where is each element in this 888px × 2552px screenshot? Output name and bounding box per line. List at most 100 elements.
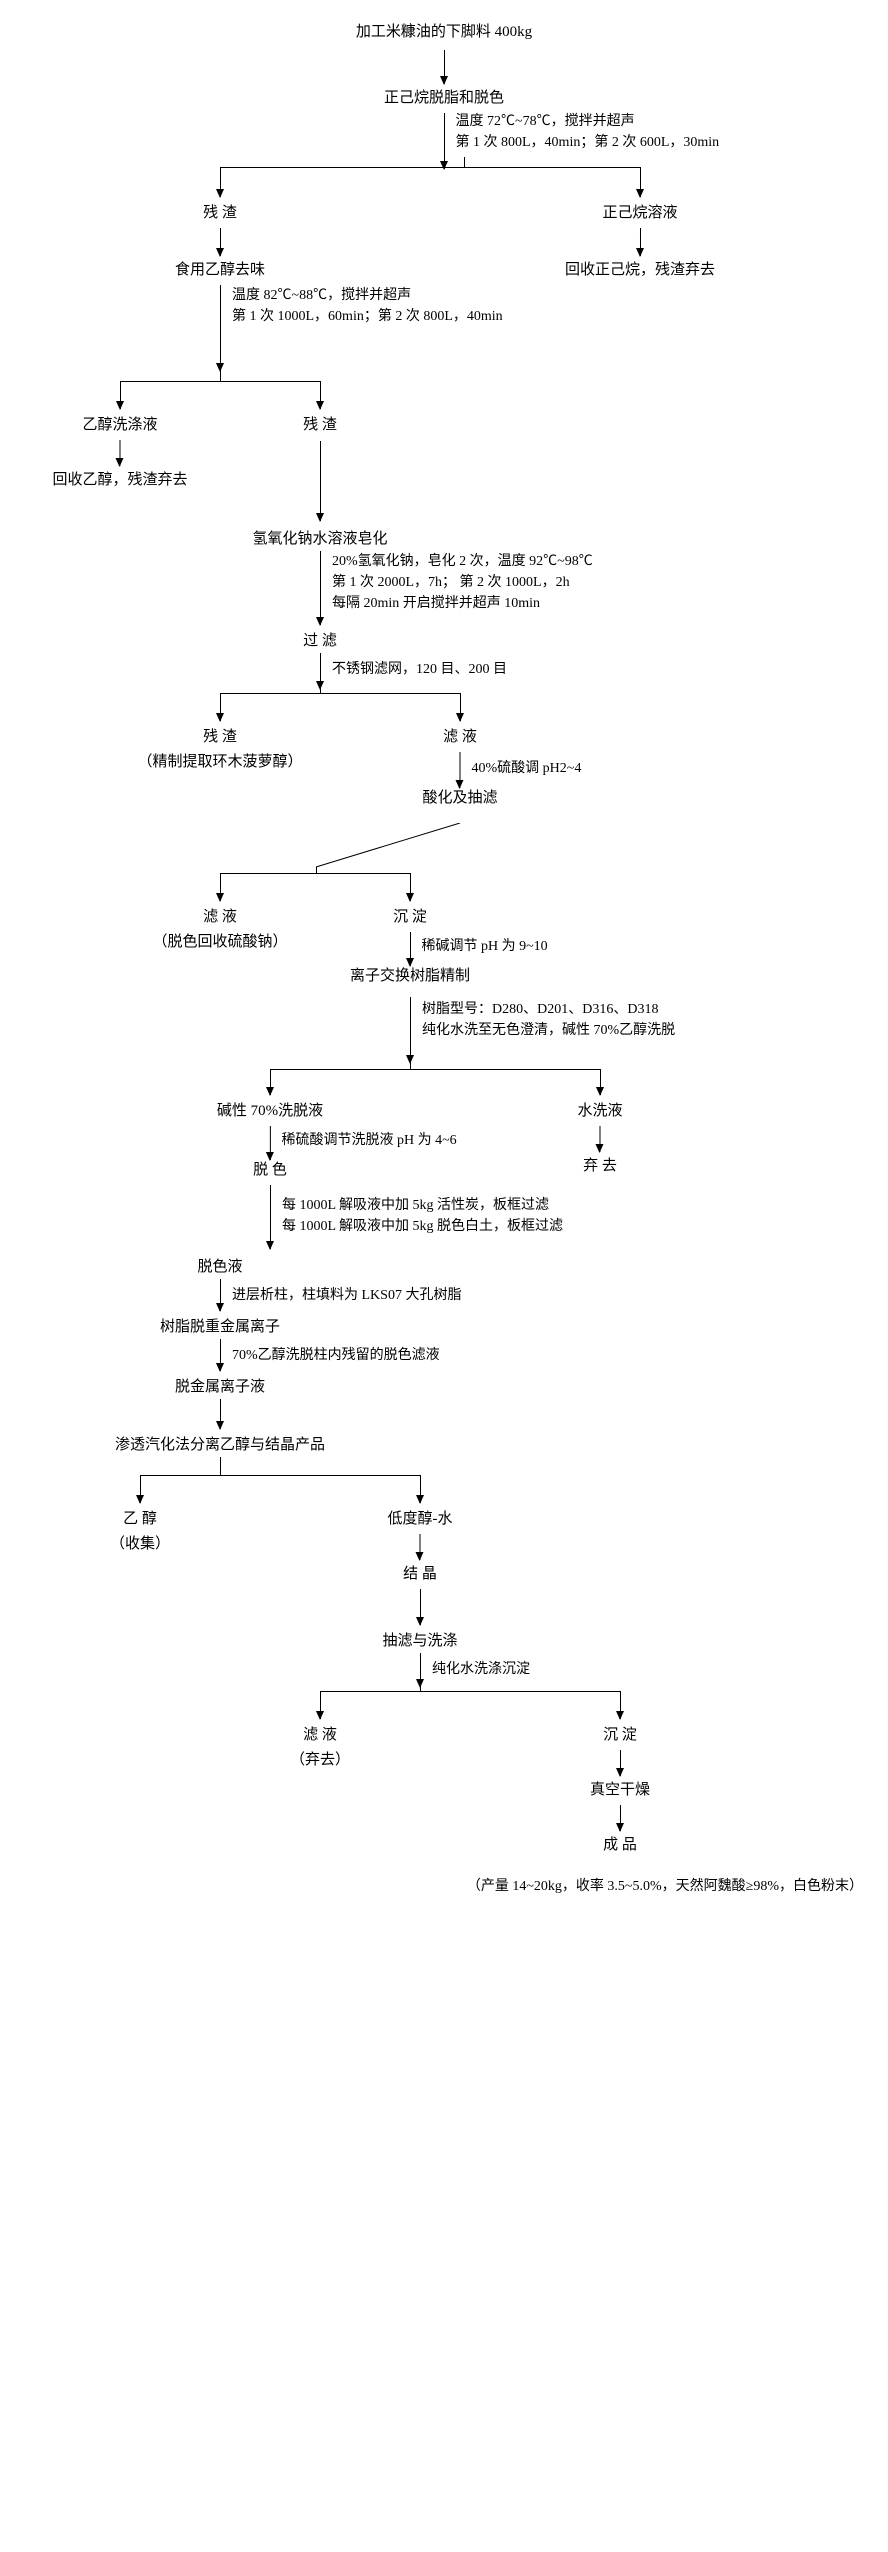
arrow — [640, 167, 641, 197]
note: 20%氢氧化钠，皂化 2 次，温度 92℃~98℃ — [332, 551, 593, 572]
arrow — [409, 932, 410, 966]
note: 每 1000L 解吸液中加 5kg 脱色白土，板框过滤 — [282, 1216, 563, 1237]
connector — [320, 689, 321, 693]
arrow — [270, 1185, 271, 1249]
node-ethanol-wash: 乙醇洗涤液 — [78, 413, 161, 438]
node-low-alcohol: 低度醇-水 — [384, 1507, 457, 1532]
note-hexane: 温度 72℃~78℃，搅拌并超声 第 1 次 800L，40min；第 2 次 … — [456, 111, 720, 153]
connector — [220, 1457, 221, 1475]
step-decolor: 脱 色 — [249, 1158, 291, 1183]
arrow — [220, 1399, 221, 1429]
arrow — [270, 1069, 271, 1095]
arrow — [270, 1126, 271, 1160]
arrow — [320, 1691, 321, 1719]
arrow — [420, 1653, 421, 1687]
step-ethanol: 食用乙醇去味 — [171, 258, 269, 283]
connector — [316, 867, 317, 873]
connector — [410, 1063, 411, 1069]
note-decolor: 每 1000L 解吸液中加 5kg 活性炭，板框过滤 每 1000L 解吸液中加… — [282, 1195, 563, 1237]
connector — [464, 157, 465, 167]
arrow — [140, 1475, 141, 1503]
step-hexane: 正己烷脱脂和脱色 — [380, 86, 508, 111]
note-filter: 不锈钢滤网，120 目、200 目 — [332, 659, 507, 680]
arrow — [639, 228, 640, 256]
note-ethanol: 温度 82℃~88℃，搅拌并超声 第 1 次 1000L，60min；第 2 次… — [232, 285, 503, 327]
arrow — [220, 1339, 221, 1371]
note-resin: 树脂型号：D280、D201、D316、D318 纯化水洗至无色澄清，碱性 70… — [422, 999, 675, 1041]
step-acidify: 酸化及抽滤 — [418, 786, 501, 811]
note: 第 1 次 2000L，7h； 第 2 次 1000L，2h — [332, 572, 593, 593]
node-ethanol-collect: （收集） — [106, 1532, 174, 1557]
step-vacuum-dry: 真空干燥 — [586, 1778, 654, 1803]
connector — [220, 873, 410, 874]
note: 温度 72℃~78℃，搅拌并超声 — [456, 111, 720, 132]
arrow — [420, 1589, 421, 1625]
arrow — [420, 1475, 421, 1503]
connector — [270, 1069, 600, 1070]
step-crystallize: 结 晶 — [399, 1562, 441, 1587]
node-residue2: 残 渣 — [299, 413, 341, 438]
arrow — [420, 1534, 421, 1560]
arrow — [220, 693, 221, 721]
step-saponify: 氢氧化钠水溶液皂化 — [248, 527, 391, 552]
arrow — [444, 50, 445, 84]
arrow — [220, 1279, 221, 1311]
node-discard: 弃 去 — [579, 1154, 621, 1179]
note-ph910: 稀碱调节 pH 为 9~10 — [421, 936, 547, 957]
node-precipitate2: 沉 淀 — [599, 1723, 641, 1748]
arrow — [219, 228, 220, 256]
arrow — [220, 285, 221, 371]
node-filtrate3-discard: （弃去） — [286, 1748, 354, 1773]
connector — [220, 693, 460, 694]
note-col: 进层析柱，柱填料为 LKS07 大孔树脂 — [232, 1285, 461, 1306]
connector — [140, 1475, 420, 1476]
arrow — [444, 113, 445, 169]
step-start: 加工米糠油的下脚料 400kg — [352, 20, 536, 45]
arrow — [320, 381, 321, 409]
note: 树脂型号：D280、D201、D316、D318 — [422, 999, 675, 1020]
arrow — [320, 441, 321, 521]
arrow — [220, 167, 221, 197]
node-residue3: 残 渣 — [199, 725, 241, 750]
note: 每隔 20min 开启搅拌并超声 10min — [332, 593, 593, 614]
note: 温度 82℃~88℃，搅拌并超声 — [232, 285, 503, 306]
note: 第 1 次 1000L，60min；第 2 次 800L，40min — [232, 306, 503, 327]
node-hexane-solution: 正己烷溶液 — [598, 201, 681, 226]
arrow — [410, 873, 411, 901]
node-filtrate2-note: （脱色回收硫酸钠） — [148, 930, 291, 955]
step-filterwash: 抽滤与洗涤 — [378, 1629, 461, 1654]
node-recover-hexane: 回收正己烷，残渣弃去 — [561, 258, 719, 283]
arrow — [619, 1805, 620, 1831]
arrow — [620, 1691, 621, 1719]
node-residue: 残 渣 — [199, 201, 241, 226]
arrow — [459, 752, 460, 788]
node-eluent: 碱性 70%洗脱液 — [213, 1099, 327, 1124]
connector — [420, 1687, 421, 1691]
note: 每 1000L 解吸液中加 5kg 活性炭，板框过滤 — [282, 1195, 563, 1216]
connector — [220, 371, 221, 381]
node-demetal-liq: 脱金属离子液 — [171, 1375, 269, 1400]
note-final: （产量 14~20kg，收率 3.5~5.0%，天然阿魏酸≥98%，白色粉末） — [15, 1875, 873, 1895]
note-ph46: 稀硫酸调节洗脱液 pH 为 4~6 — [282, 1130, 457, 1151]
note-acid: 40%硫酸调 pH2~4 — [471, 758, 581, 779]
step-filter: 过 滤 — [299, 629, 341, 654]
note-elute70: 70%乙醇洗脱柱内残留的脱色滤液 — [232, 1345, 440, 1366]
node-filtrate2: 滤 液 — [199, 905, 241, 930]
step-pervap: 渗透汽化法分离乙醇与结晶产品 — [111, 1433, 329, 1458]
step-ionexchange: 离子交换树脂精制 — [346, 964, 474, 989]
node-filtrate3: 滤 液 — [299, 1723, 341, 1748]
arrow — [320, 653, 321, 689]
connector — [20, 1247, 888, 1271]
arrow — [460, 693, 461, 721]
connector-diag — [20, 823, 888, 873]
arrow — [600, 1069, 601, 1095]
node-precipitate: 沉 淀 — [389, 905, 431, 930]
arrow — [320, 551, 321, 625]
node-filtrate: 滤 液 — [439, 725, 481, 750]
note: 第 1 次 800L，40min；第 2 次 600L，30min — [456, 132, 720, 153]
node-residue3-note: （精制提取环木菠萝醇） — [133, 750, 306, 775]
arrow — [599, 1126, 600, 1152]
arrow — [410, 997, 411, 1063]
arrow — [119, 440, 120, 466]
node-waterwash: 水洗液 — [573, 1099, 626, 1124]
